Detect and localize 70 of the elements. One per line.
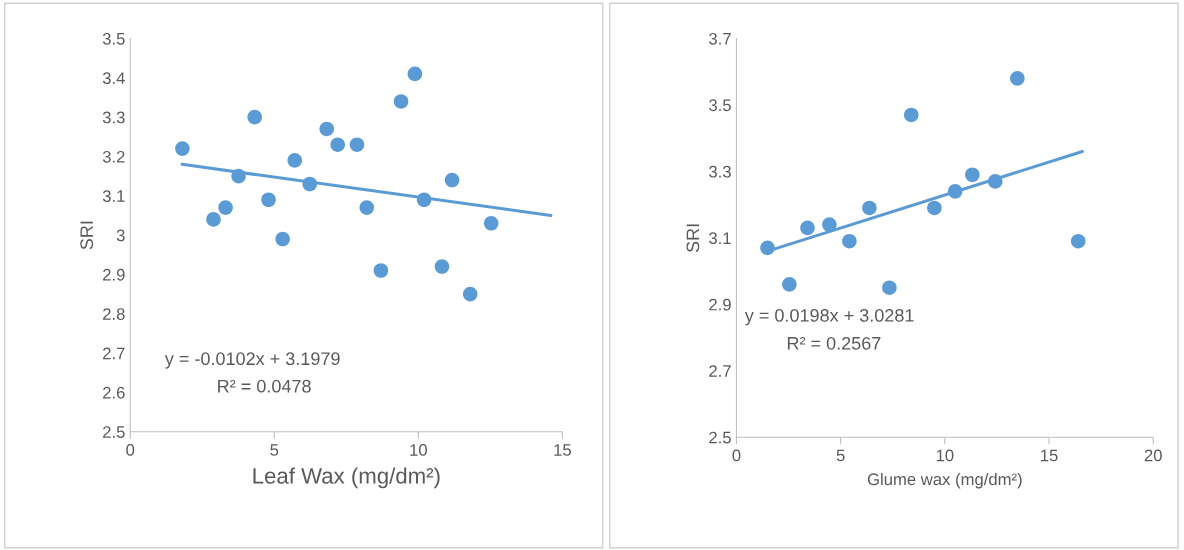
point xyxy=(462,286,478,302)
y-tick-label: 2.6 xyxy=(103,386,125,399)
point xyxy=(782,277,797,292)
x-tick-label: 15 xyxy=(1041,449,1058,462)
point xyxy=(247,109,262,125)
y-tick-label: 2.5 xyxy=(103,426,125,438)
point xyxy=(319,121,335,137)
point xyxy=(760,240,775,256)
point xyxy=(965,167,980,183)
point xyxy=(1070,233,1086,249)
point xyxy=(822,217,837,232)
x-axis-title: Glume wax (mg/dm²) xyxy=(867,472,1022,489)
y-axis-title: SRI xyxy=(686,224,700,253)
y-tick-label: 3 xyxy=(116,229,125,242)
point xyxy=(862,200,877,216)
x-axis-title: Leaf Wax (mg/dm²) xyxy=(253,467,440,489)
point xyxy=(444,172,460,188)
y-tick-label: 2.7 xyxy=(103,347,125,360)
y-tick-label: 3.5 xyxy=(102,32,125,45)
y-tick-label: 3.1 xyxy=(709,232,731,245)
point xyxy=(175,141,190,156)
point xyxy=(302,176,318,192)
point xyxy=(330,137,345,152)
point xyxy=(407,66,423,82)
y-axis-title: SRI xyxy=(80,221,94,250)
point xyxy=(483,216,499,231)
y-tick-label: 3.4 xyxy=(102,72,125,85)
annotation: y = 0.0198x + 3.0281 xyxy=(744,309,914,326)
point xyxy=(800,220,815,236)
point xyxy=(287,153,303,168)
y-tick-label: 3.5 xyxy=(709,99,731,112)
point xyxy=(349,137,365,152)
point xyxy=(882,280,897,295)
y-tick-label: 2.9 xyxy=(709,298,731,311)
y-tick-label: 3.3 xyxy=(709,165,731,178)
point xyxy=(842,233,857,249)
x-tick-label: 5 xyxy=(836,449,845,462)
point xyxy=(275,231,290,247)
x-tick-label: 10 xyxy=(936,449,954,462)
annotation: R² = 0.2567 xyxy=(787,336,881,350)
x-tick-label: 0 xyxy=(126,444,135,456)
y-tick-label: 3.7 xyxy=(709,32,731,45)
annotation: R² = 0.0478 xyxy=(218,379,311,393)
y-tick-label: 3.2 xyxy=(102,150,125,163)
point xyxy=(359,200,375,215)
point xyxy=(947,184,963,199)
point xyxy=(1010,71,1025,86)
x-tick-label: 15 xyxy=(554,444,571,456)
x-tick-label: 10 xyxy=(410,444,427,456)
point xyxy=(987,174,1003,189)
point xyxy=(206,212,221,227)
x-tick-label: 0 xyxy=(732,449,741,462)
point xyxy=(393,94,409,109)
point xyxy=(434,259,450,274)
point xyxy=(416,192,432,208)
point xyxy=(373,263,389,278)
annotation: y = -0.0102x + 3.1979 xyxy=(164,352,340,369)
y-tick-label: 3.1 xyxy=(102,190,125,202)
y-tick-label: 2.5 xyxy=(709,431,731,444)
y-tick-label: 2.9 xyxy=(103,268,125,281)
point xyxy=(927,200,942,216)
point xyxy=(231,168,246,184)
y-tick-label: 3.3 xyxy=(102,111,125,124)
y-tick-label: 2.7 xyxy=(709,365,731,377)
x-tick-label: 20 xyxy=(1144,449,1162,462)
x-tick-label: 5 xyxy=(270,444,279,456)
point xyxy=(904,107,919,123)
y-tick-label: 2.8 xyxy=(103,308,125,320)
point xyxy=(261,192,276,208)
point xyxy=(218,200,233,215)
